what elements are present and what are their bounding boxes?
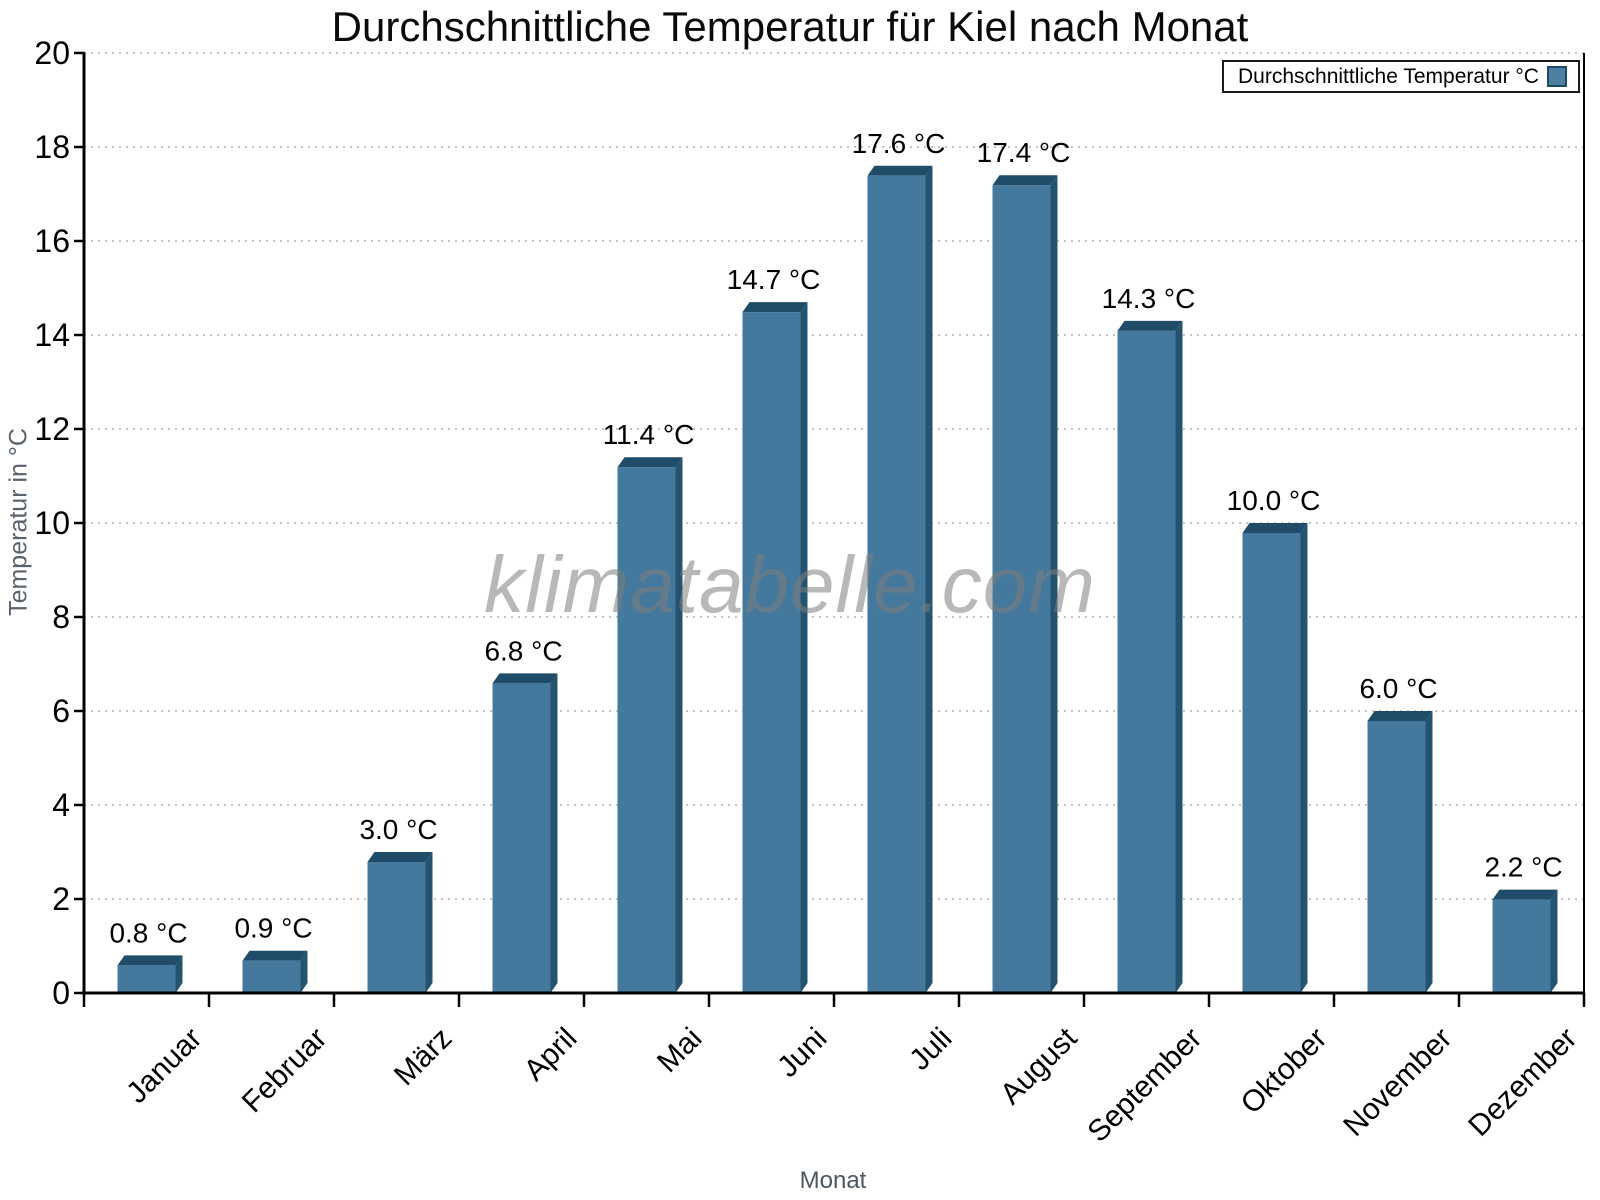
- value-label: 14.7 °C: [727, 264, 821, 295]
- y-tick-label: 0: [52, 975, 70, 1011]
- x-tick-label: September: [1081, 1022, 1208, 1149]
- bar-dezember-top: [1492, 889, 1558, 900]
- x-tick-label: Februar: [236, 1022, 334, 1120]
- bar-märz-side: [425, 852, 433, 993]
- legend-box: Durchschnittliche Temperatur °C: [1222, 60, 1580, 93]
- value-label: 17.4 °C: [977, 137, 1071, 168]
- y-tick-label: 2: [52, 881, 70, 917]
- bar-september-side: [1175, 320, 1183, 993]
- bar-juni: [742, 312, 801, 994]
- bar-september-top: [1117, 320, 1183, 331]
- x-tick-label: April: [518, 1022, 584, 1088]
- value-label: 14.3 °C: [1102, 283, 1196, 314]
- value-label: 0.9 °C: [234, 913, 312, 944]
- x-tick-label: November: [1337, 1022, 1458, 1143]
- x-tick-label: Juni: [771, 1022, 833, 1084]
- bar-oktober: [1242, 533, 1301, 993]
- bar-oktober-side: [1300, 523, 1308, 993]
- y-tick-label: 6: [52, 693, 70, 729]
- bar-januar: [117, 965, 176, 993]
- bar-oktober-top: [1242, 523, 1308, 533]
- bar-februar-side: [300, 950, 308, 993]
- x-tick-label: August: [994, 1021, 1084, 1111]
- y-tick-label: 4: [52, 787, 70, 823]
- value-label: 6.0 °C: [1359, 673, 1437, 704]
- x-tick-label: Oktober: [1235, 1022, 1334, 1121]
- chart-title: Durchschnittliche Temperatur für Kiel na…: [331, 3, 1249, 50]
- y-tick-label: 16: [34, 223, 70, 259]
- x-tick-label: Mai: [651, 1022, 709, 1080]
- bar-juli-side: [925, 165, 933, 994]
- bar-märz-top: [367, 852, 433, 862]
- value-label: 17.6 °C: [852, 128, 946, 159]
- value-label: 3.0 °C: [359, 814, 437, 845]
- bar-august: [992, 185, 1051, 993]
- bar-dezember-side: [1550, 889, 1558, 993]
- x-axis-title: Monat: [799, 1167, 867, 1194]
- value-label: 0.8 °C: [109, 917, 187, 948]
- x-tick-label: Juli: [903, 1022, 958, 1077]
- bar-november-side: [1425, 711, 1433, 993]
- x-tick-label: Januar: [120, 1022, 208, 1110]
- bar-mai-side: [675, 457, 683, 993]
- y-tick-label: 8: [52, 599, 70, 635]
- x-tick-label: März: [388, 1022, 458, 1092]
- bar-juli-top: [867, 165, 933, 176]
- bar-april: [492, 683, 551, 993]
- bar-januar-side: [175, 955, 183, 993]
- bar-september: [1117, 330, 1176, 993]
- value-label: 11.4 °C: [603, 419, 695, 450]
- bar-februar: [242, 960, 301, 993]
- y-tick-label: 12: [34, 411, 70, 447]
- bar-mai-top: [617, 457, 683, 468]
- value-label: 2.2 °C: [1484, 852, 1562, 883]
- y-tick-label: 14: [34, 317, 70, 353]
- bar-august-side: [1050, 175, 1058, 993]
- bar-märz: [367, 862, 426, 993]
- bar-dezember: [1492, 899, 1551, 993]
- x-tick-label: Dezember: [1462, 1022, 1583, 1143]
- bar-august-top: [992, 175, 1058, 186]
- bar-april-side: [550, 673, 558, 993]
- bar-juni-side: [800, 302, 808, 994]
- bar-juni-top: [742, 302, 808, 313]
- bar-mai: [617, 467, 676, 993]
- bar-februar-top: [242, 950, 308, 961]
- y-axis-title: Temperatur in °C: [4, 428, 33, 616]
- bar-november: [1367, 721, 1426, 993]
- bar-januar-top: [117, 955, 183, 966]
- y-tick-label: 10: [34, 505, 70, 541]
- y-tick-label: 18: [34, 129, 70, 165]
- value-label: 6.8 °C: [484, 635, 562, 666]
- bar-november-top: [1367, 711, 1433, 721]
- value-label: 10.0 °C: [1227, 485, 1321, 516]
- bar-juli: [867, 175, 926, 994]
- y-tick-label: 20: [34, 35, 70, 71]
- legend-label: Durchschnittliche Temperatur °C: [1238, 64, 1539, 88]
- bar-april-top: [492, 673, 558, 684]
- legend-swatch-icon: [1547, 66, 1567, 87]
